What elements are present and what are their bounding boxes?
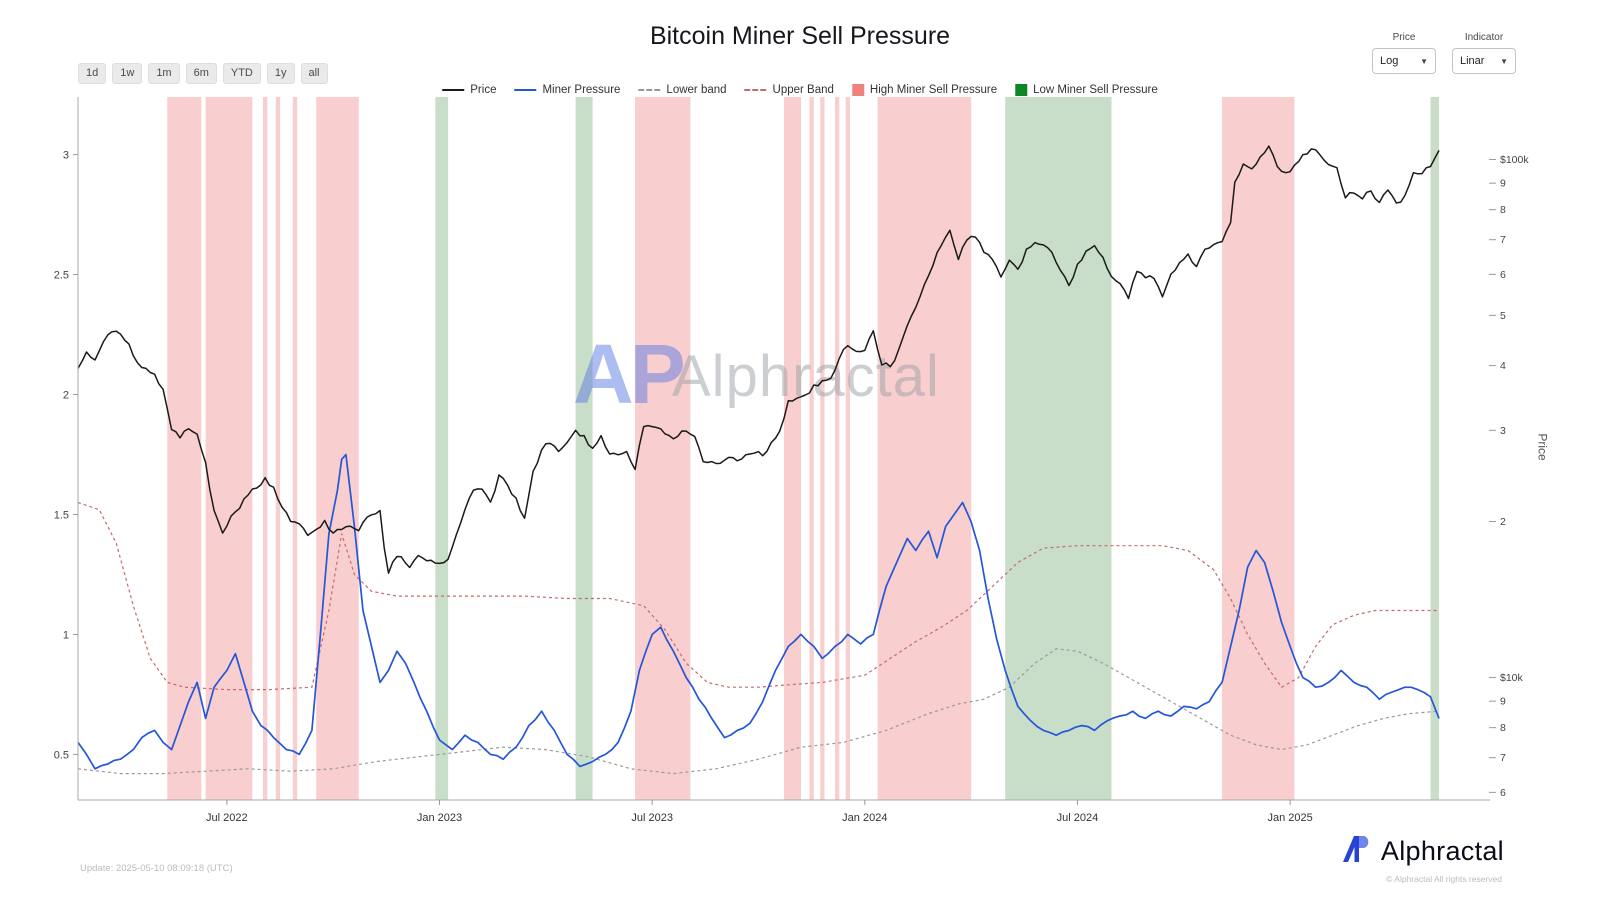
legend-label: Miner Pressure xyxy=(542,84,621,96)
svg-text:2: 2 xyxy=(63,390,69,402)
alphractal-logo xyxy=(1342,835,1374,868)
svg-text:6: 6 xyxy=(1500,269,1506,281)
range-button-1y[interactable]: 1y xyxy=(266,63,295,84)
price-line xyxy=(77,145,1440,574)
svg-text:$10k: $10k xyxy=(1500,672,1524,684)
legend-swatch xyxy=(851,84,864,96)
range-button-1m[interactable]: 1m xyxy=(148,63,180,84)
legend-swatch xyxy=(442,89,465,91)
price-scale-label: Price xyxy=(1392,32,1416,43)
svg-text:$100k: $100k xyxy=(1500,154,1529,166)
svg-text:Jan 2024: Jan 2024 xyxy=(842,812,887,824)
price-scale-select[interactable]: Log ▼ xyxy=(1372,48,1436,74)
svg-text:9: 9 xyxy=(1500,696,1506,708)
legend-label: Upper Band xyxy=(772,84,834,96)
legend-item[interactable]: Price xyxy=(442,84,496,96)
legend-swatch xyxy=(744,89,767,91)
chart-legend: Price Miner Pressure Lower band Upper Band H… xyxy=(442,84,1158,96)
indicator-scale-label: Indicator xyxy=(1464,32,1504,43)
legend-item[interactable]: Miner Pressure xyxy=(514,84,620,96)
page-title: Bitcoin Miner Sell Pressure xyxy=(649,22,951,50)
range-button-ytd[interactable]: YTD xyxy=(222,63,261,84)
svg-text:3: 3 xyxy=(63,150,69,162)
axis-controls: Price Log ▼ Indicator Linar ▼ xyxy=(1372,32,1516,74)
range-button-6m[interactable]: 6m xyxy=(185,63,217,84)
svg-text:7: 7 xyxy=(1500,234,1506,246)
indicator-scale-value: Linar xyxy=(1460,55,1485,67)
svg-text:2.5: 2.5 xyxy=(54,270,69,282)
legend-item[interactable]: Lower band xyxy=(638,84,727,96)
legend-label: High Miner Sell Pressure xyxy=(869,84,998,96)
svg-text:Jan 2025: Jan 2025 xyxy=(1267,812,1312,824)
update-timestamp: Update: 2025-05-10 08:09:18 (UTC) xyxy=(80,863,233,874)
legend-label: Low Miner Sell Pressure xyxy=(1033,84,1158,96)
legend-swatch xyxy=(1015,84,1028,96)
svg-text:1: 1 xyxy=(63,629,69,641)
brand-name: Alphractal xyxy=(1380,836,1504,866)
brand: Alphractal xyxy=(1342,835,1504,868)
svg-text:5: 5 xyxy=(1500,310,1506,322)
legend-swatch xyxy=(514,89,537,91)
range-button-all[interactable]: all xyxy=(300,63,328,84)
svg-text:2: 2 xyxy=(1500,516,1506,528)
svg-text:6: 6 xyxy=(1500,787,1506,799)
svg-text:1.5: 1.5 xyxy=(54,509,69,521)
legend-item[interactable]: Low Miner Sell Pressure xyxy=(1015,84,1158,96)
price-scale-group: Price Log ▼ xyxy=(1372,32,1436,74)
range-button-1d[interactable]: 1d xyxy=(78,63,107,84)
legend-item[interactable]: High Miner Sell Pressure xyxy=(851,84,998,96)
indicator-scale-group: Indicator Linar ▼ xyxy=(1452,32,1516,74)
legend-label: Price xyxy=(470,84,497,96)
low-pressure-bands xyxy=(435,97,1439,800)
range-button-1w[interactable]: 1w xyxy=(112,63,143,84)
range-buttons: 1d 1w 1m 6m YTD 1y all xyxy=(78,63,328,84)
svg-text:4: 4 xyxy=(1500,360,1506,372)
svg-text:3: 3 xyxy=(1500,425,1506,437)
svg-text:9: 9 xyxy=(1500,178,1506,190)
indicator-scale-select[interactable]: Linar ▼ xyxy=(1452,48,1516,74)
legend-item[interactable]: Upper Band xyxy=(744,84,834,96)
svg-text:Jul 2024: Jul 2024 xyxy=(1057,812,1099,824)
svg-text:8: 8 xyxy=(1500,204,1506,216)
high-pressure-bands xyxy=(167,97,1295,800)
svg-text:Jan 2023: Jan 2023 xyxy=(417,812,462,824)
svg-text:0.5: 0.5 xyxy=(54,749,69,761)
legend-label: Lower band xyxy=(666,84,727,96)
svg-text:Jul 2022: Jul 2022 xyxy=(206,812,248,824)
chevron-down-icon: ▼ xyxy=(1420,56,1428,66)
chevron-down-icon: ▼ xyxy=(1500,56,1508,66)
miner-pressure-line xyxy=(77,453,1440,770)
legend-swatch xyxy=(638,89,661,91)
right-axis-title: Price xyxy=(1535,433,1550,461)
copyright: © Alphractal All rights reserved xyxy=(1386,874,1502,884)
svg-text:8: 8 xyxy=(1500,722,1506,734)
svg-text:Jul 2023: Jul 2023 xyxy=(631,812,673,824)
price-scale-value: Log xyxy=(1380,55,1399,67)
svg-text:Alphractal: Alphractal xyxy=(672,344,940,409)
svg-text:AP: AP xyxy=(573,327,684,421)
svg-text:7: 7 xyxy=(1500,752,1506,764)
